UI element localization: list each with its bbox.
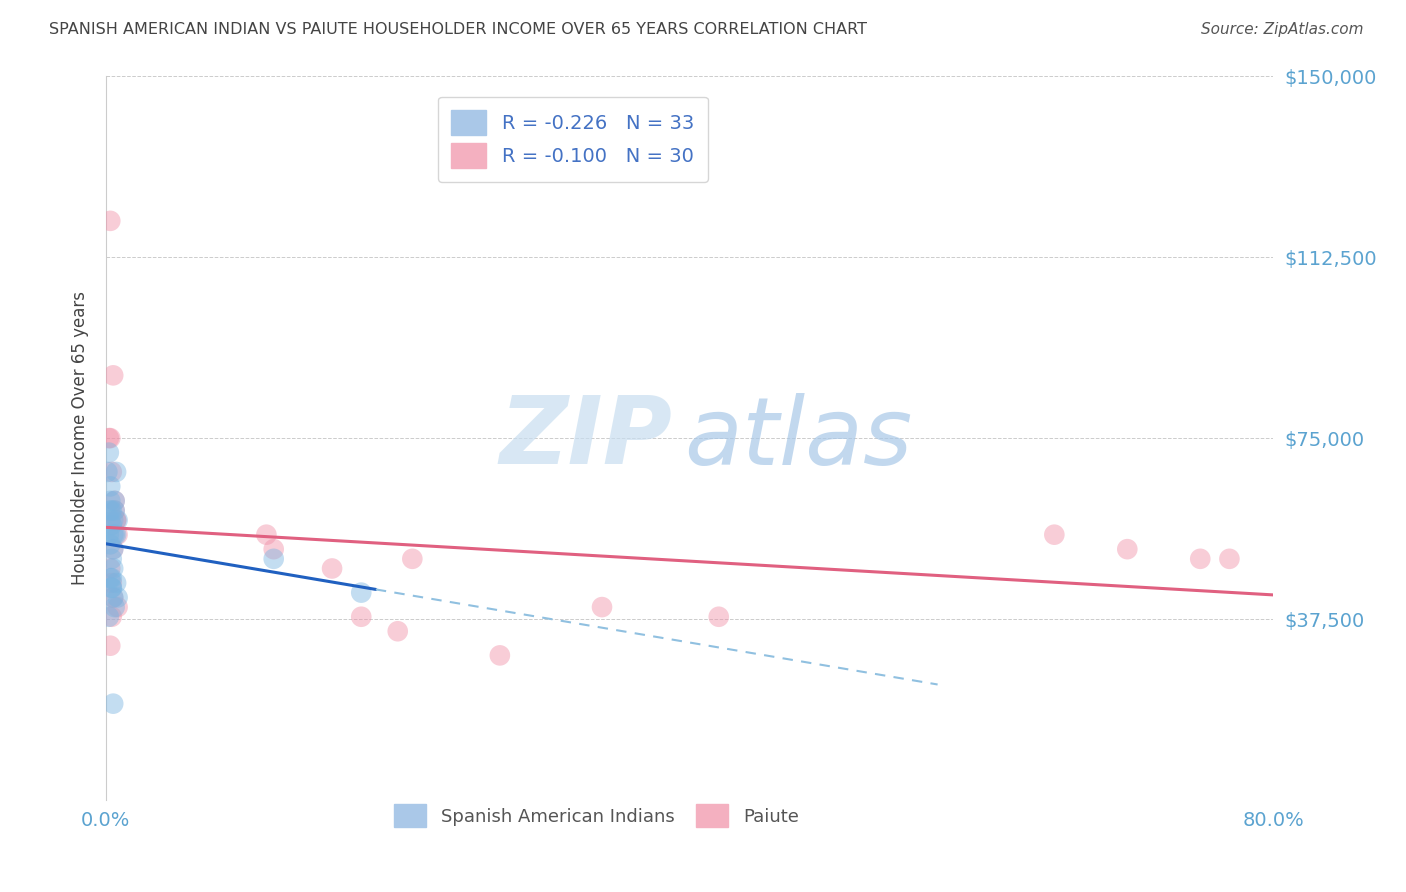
Point: [97, 445, 120, 459]
Point: [105, 576, 128, 591]
Point: [401, 551, 423, 566]
Point: [105, 465, 128, 479]
Point: [263, 542, 285, 557]
Point: [1189, 551, 1212, 566]
Point: [98, 561, 121, 575]
Point: [107, 591, 129, 605]
Point: [98, 494, 121, 508]
Point: [104, 503, 127, 517]
Point: [100, 503, 122, 517]
Point: [104, 494, 127, 508]
Point: [100, 518, 122, 533]
Point: [97, 609, 120, 624]
Point: [107, 513, 129, 527]
Point: [107, 600, 129, 615]
Point: [98, 214, 121, 228]
Text: SPANISH AMERICAN INDIAN VS PAIUTE HOUSEHOLDER INCOME OVER 65 YEARS CORRELATION C: SPANISH AMERICAN INDIAN VS PAIUTE HOUSEH…: [49, 22, 868, 37]
Point: [387, 624, 409, 639]
Text: ZIP: ZIP: [499, 392, 672, 484]
Point: [104, 494, 127, 508]
Legend: Spanish American Indians, Paiute: Spanish American Indians, Paiute: [387, 797, 806, 835]
Point: [1043, 527, 1066, 541]
Point: [350, 585, 373, 599]
Point: [107, 527, 129, 541]
Point: [104, 527, 127, 541]
Point: [100, 576, 122, 591]
Point: [1218, 551, 1240, 566]
Point: [489, 648, 512, 663]
Point: [98, 571, 121, 585]
Point: [98, 639, 121, 653]
Text: atlas: atlas: [683, 392, 912, 483]
Point: [100, 609, 122, 624]
Point: [100, 581, 122, 595]
Text: Source: ZipAtlas.com: Source: ZipAtlas.com: [1201, 22, 1364, 37]
Point: [1116, 542, 1139, 557]
Point: [97, 527, 120, 541]
Point: [103, 591, 125, 605]
Point: [263, 551, 285, 566]
Point: [105, 527, 128, 541]
Point: [98, 479, 121, 493]
Point: [103, 513, 125, 527]
Point: [103, 527, 125, 541]
Point: [97, 431, 120, 445]
Point: [105, 513, 128, 527]
Point: [98, 431, 121, 445]
Point: [98, 537, 121, 551]
Point: [96, 465, 118, 479]
Point: [100, 465, 122, 479]
Point: [105, 513, 128, 527]
Point: [321, 561, 343, 575]
Point: [100, 581, 122, 595]
Point: [254, 527, 277, 541]
Point: [103, 561, 125, 575]
Point: [103, 697, 125, 711]
Point: [591, 600, 613, 615]
Point: [103, 368, 125, 383]
Point: [104, 503, 127, 517]
Point: [103, 591, 125, 605]
Point: [100, 571, 122, 585]
Y-axis label: Householder Income Over 65 years: Householder Income Over 65 years: [72, 291, 89, 585]
Point: [350, 609, 373, 624]
Point: [103, 542, 125, 557]
Point: [104, 600, 127, 615]
Point: [98, 503, 121, 517]
Point: [100, 551, 122, 566]
Point: [707, 609, 730, 624]
Point: [103, 542, 125, 557]
Point: [98, 513, 121, 527]
